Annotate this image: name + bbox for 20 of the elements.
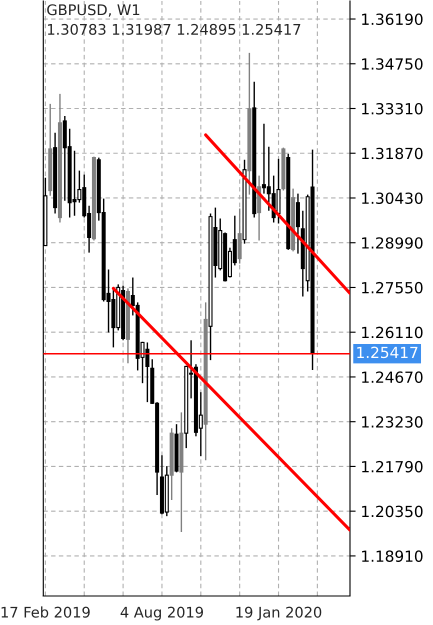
chart-title: GBPUSD, W1 xyxy=(47,4,140,17)
y-tick-label: 1.33310 xyxy=(362,102,423,115)
y-tick-label: 1.36190 xyxy=(362,13,423,26)
y-tick-label: 1.23230 xyxy=(362,416,423,428)
ref-line-label: 1.25417 xyxy=(357,346,418,358)
x-tick-label: 17 Feb 2019 xyxy=(2,606,90,618)
y-tick-label: 1.31870 xyxy=(362,148,423,160)
y-tick-label: 1.30430 xyxy=(362,192,423,204)
y-tick-label: 1.34750 xyxy=(362,58,423,70)
x-tick-label: 19 Jan 2020 xyxy=(236,606,322,620)
y-tick-label: 1.28990 xyxy=(362,237,423,249)
candlestick xyxy=(296,192,300,254)
text: 1.30783 1.31987 1.24895 1.25417 xyxy=(48,24,300,35)
y-tick-label: 1.21790 xyxy=(362,460,423,472)
y-tick-label: 1.26110 xyxy=(362,326,423,338)
y-tick-label: 1.18910 xyxy=(362,550,423,562)
y-tick-label: 1.27550 xyxy=(362,282,423,294)
x-tick-label: 4 Aug 2019 xyxy=(120,606,203,621)
y-tick-label: 1.20350 xyxy=(362,506,423,518)
y-tick-label: 1.24670 xyxy=(362,371,423,383)
